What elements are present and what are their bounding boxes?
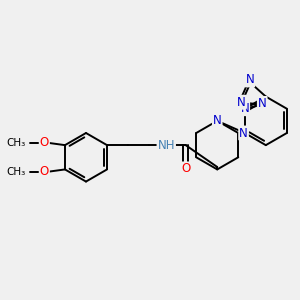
Text: N: N [237,96,246,109]
Text: N: N [240,102,249,115]
Text: N: N [239,127,248,140]
Text: N: N [245,74,254,86]
Text: NH: NH [158,139,175,152]
Text: N: N [213,114,222,128]
Text: CH₃: CH₃ [7,167,26,177]
Text: O: O [181,162,190,176]
Text: CH₃: CH₃ [7,138,26,148]
Text: O: O [40,165,49,178]
Text: N: N [258,97,267,110]
Text: O: O [40,136,49,149]
